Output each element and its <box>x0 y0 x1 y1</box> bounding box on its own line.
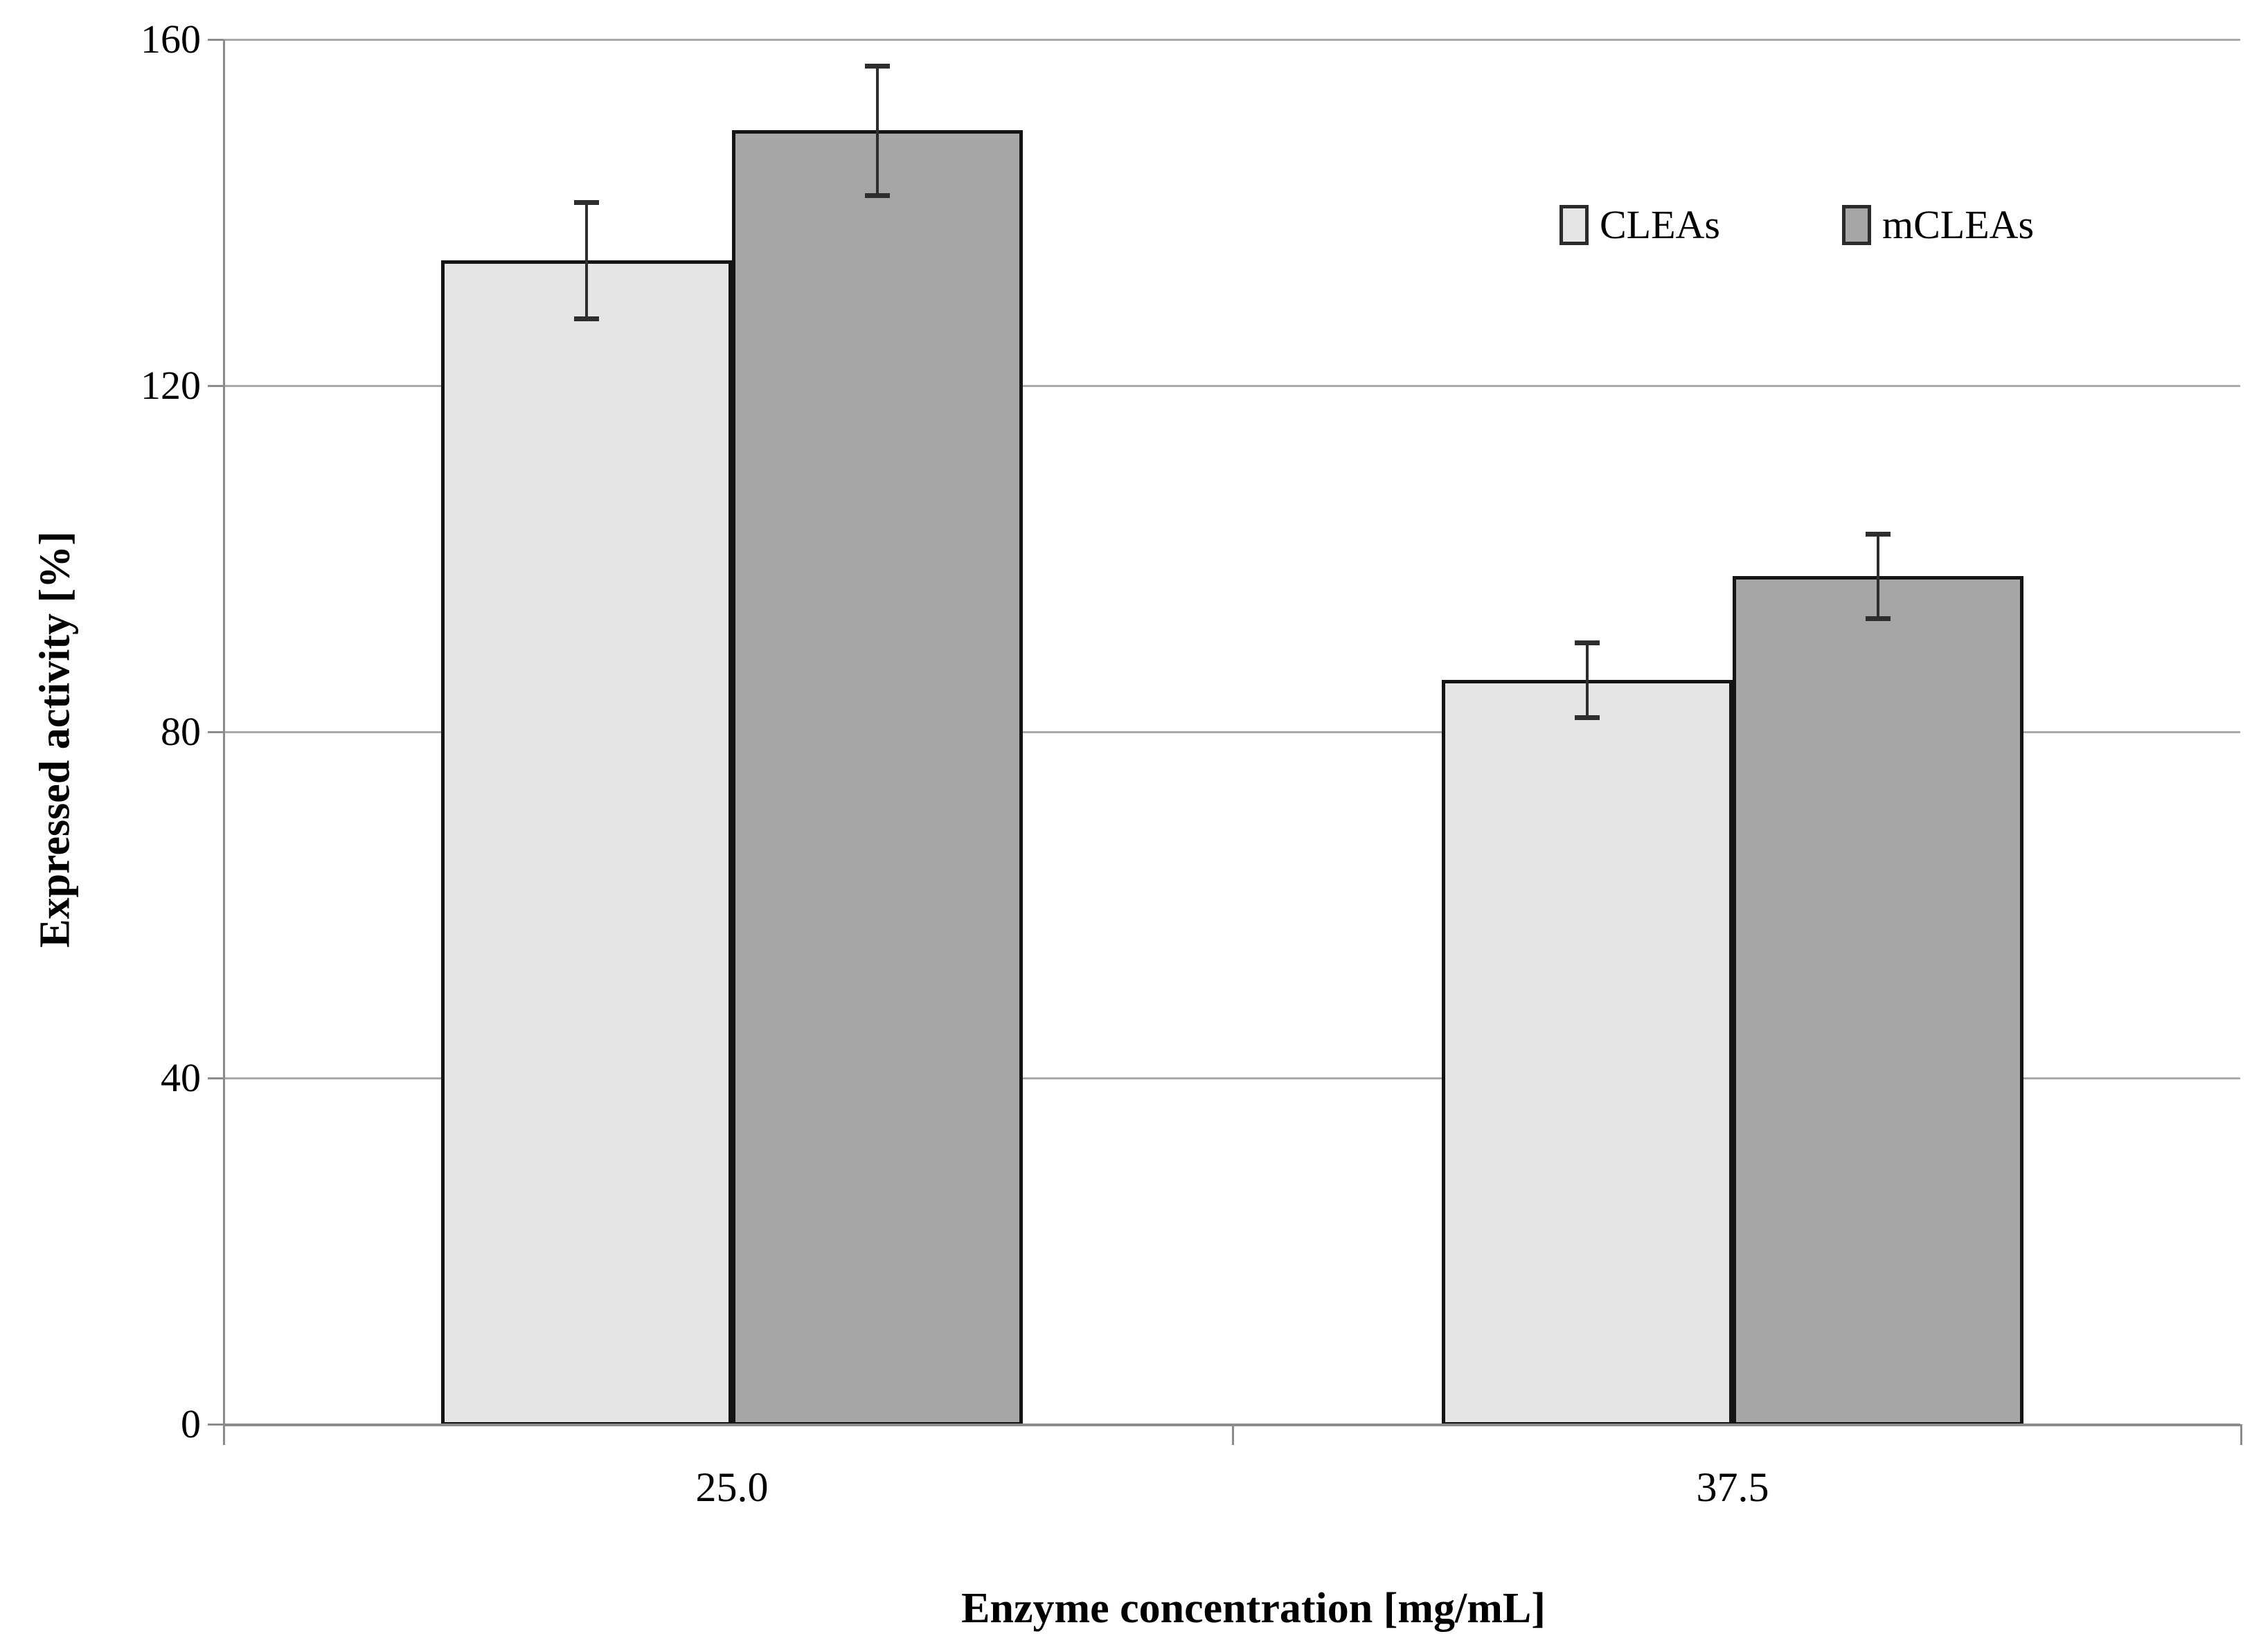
category-label-37.5: 37.5 <box>1696 1464 1769 1510</box>
error-bar-mcleas-37.5 <box>1877 533 1879 619</box>
legend-label-mcleas: mCLEAs <box>1882 202 2035 247</box>
y-tick-label-120: 120 <box>141 363 201 408</box>
category-label-25.0: 25.0 <box>695 1464 769 1510</box>
error-bar-cleas-25.0 <box>585 202 588 318</box>
y-axis-title: Expressed activity [%] <box>31 531 79 948</box>
y-tick-label-160: 160 <box>141 17 201 62</box>
bar-mcleas-37.5 <box>1733 576 2023 1426</box>
error-bar-cap-top <box>1575 640 1600 646</box>
error-bar-cap-bottom <box>865 193 890 198</box>
legend: CLEAs mCLEAs <box>1560 199 2034 251</box>
legend-entry-mcleas: mCLEAs <box>1842 199 2034 251</box>
gridline-120 <box>223 385 2240 387</box>
x-axis-title: Enzyme concentration [mg/mL] <box>961 1585 1546 1632</box>
y-tick-40 <box>208 1077 223 1079</box>
bar-cleas-37.5 <box>1442 680 1733 1426</box>
y-axis-line <box>223 39 225 1445</box>
y-tick-160 <box>208 39 223 41</box>
legend-label-cleas: CLEAs <box>1600 202 1720 247</box>
legend-swatch-cleas <box>1560 205 1589 245</box>
error-bar-cap-top <box>574 200 599 205</box>
y-tick-120 <box>208 385 223 387</box>
gridline-40 <box>223 1077 2240 1079</box>
y-tick-label-80: 80 <box>161 709 201 754</box>
error-bar-mcleas-25.0 <box>876 65 879 195</box>
gridline-160 <box>223 39 2240 41</box>
x-axis-tick-0 <box>1232 1424 1234 1445</box>
y-tick-80 <box>208 731 223 733</box>
y-tick-0 <box>208 1424 223 1426</box>
bar-mcleas-25.0 <box>732 130 1023 1426</box>
gridline-80 <box>223 731 2240 733</box>
error-bar-cap-top <box>865 63 890 69</box>
bar-cleas-25.0 <box>441 260 732 1426</box>
error-bar-cap-bottom <box>1575 715 1600 720</box>
error-bar-cap-top <box>1866 531 1891 537</box>
error-bar-cleas-37.5 <box>1586 643 1589 717</box>
error-bar-cap-bottom <box>1866 616 1891 622</box>
legend-swatch-mcleas <box>1842 205 1871 245</box>
x-axis-tick-1 <box>2240 1424 2242 1445</box>
x-axis-line <box>223 1424 2240 1426</box>
legend-entry-cleas: CLEAs <box>1560 199 1720 251</box>
y-tick-label-40: 40 <box>161 1055 201 1100</box>
y-tick-label-0: 0 <box>181 1401 201 1446</box>
error-bar-cap-bottom <box>574 316 599 321</box>
